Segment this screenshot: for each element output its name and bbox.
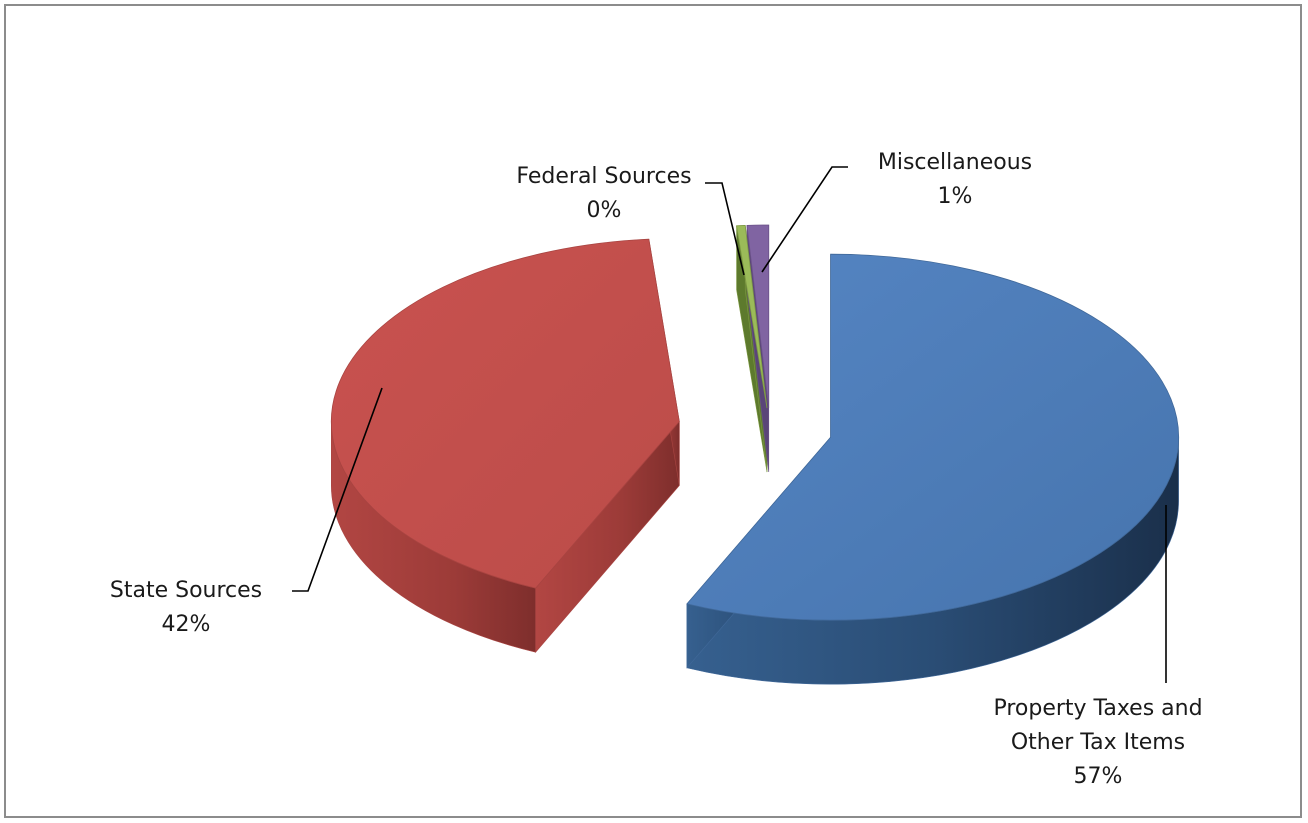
data-label-name-federal-sources: Federal Sources [516,164,691,189]
data-label-percent-federal-sources: 0% [587,198,622,223]
leader-line-miscellaneous [761,166,848,273]
data-label-name-state-sources: State Sources [110,578,262,603]
slice-federal-sources-top [736,225,768,409]
slice-property-taxes-and-other-tax-items-top [686,253,1179,621]
data-label-percent-state-sources: 42% [162,612,211,637]
data-label-name-property-taxes-and-other-tax-items: Property Taxes and [993,696,1202,721]
data-label-percent-property-taxes-and-other-tax-items: 57% [1074,764,1123,789]
data-label-percent-miscellaneous: 1% [938,184,973,209]
slice-state-sources-top [330,238,680,589]
data-label-name-miscellaneous: Miscellaneous [878,150,1032,175]
data-label-name-property-taxes-and-other-tax-items: Other Tax Items [1011,730,1185,755]
leader-line-federal-sources [705,182,745,276]
leader-line-state-sources [292,387,383,592]
